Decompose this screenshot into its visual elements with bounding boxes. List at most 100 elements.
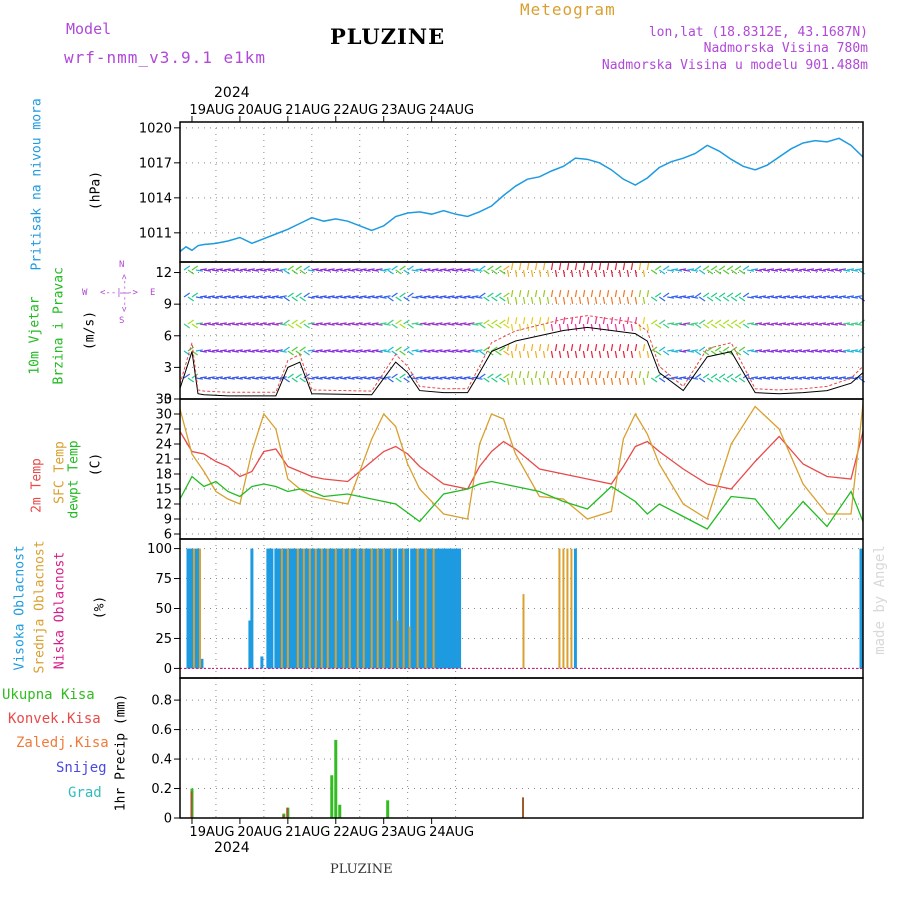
wind-barb: [487, 292, 494, 298]
high-cloud-bar: [312, 548, 316, 669]
wind-barb: [339, 349, 347, 352]
mid-cloud-bar: [286, 548, 289, 669]
wind-barb: [654, 373, 662, 379]
wind-barb: [207, 268, 215, 271]
high-cloud-bar: [200, 658, 204, 669]
wind-barb: [791, 295, 799, 298]
wind-barb: [610, 377, 614, 385]
wind-barb: [742, 292, 750, 298]
wind-barb: [658, 346, 666, 352]
wind-barb: [626, 269, 630, 277]
wind-barb: [343, 295, 351, 298]
wind-barb: [506, 269, 510, 277]
wind-barb: [187, 269, 195, 275]
high-cloud-bar: [386, 548, 390, 669]
temp2m-line: [179, 431, 864, 490]
wind-barb: [810, 377, 819, 380]
wind-barb: [622, 350, 626, 358]
high-cloud-bar: [300, 548, 304, 669]
high-cloud-bar: [420, 548, 424, 669]
high-cloud-bar: [444, 548, 448, 669]
wind-barb: [263, 350, 271, 353]
wind-barb: [582, 350, 586, 358]
wind-barb: [367, 295, 375, 298]
wind-barb: [622, 263, 626, 271]
wind-barb: [395, 296, 402, 302]
wind-barb: [291, 346, 298, 352]
wind-barb: [751, 268, 759, 271]
wind-barb: [271, 268, 279, 271]
wind-barb: [650, 319, 658, 325]
wind-barb: [763, 269, 771, 272]
wind-barb: [187, 346, 195, 352]
wind-barb: [566, 371, 570, 379]
wind-barb: [818, 377, 827, 380]
wind-barb: [830, 295, 839, 298]
mid-cloud-bar: [396, 620, 399, 669]
wind-barb: [810, 296, 819, 299]
high-cloud-bar: [322, 548, 326, 669]
wind-barb: [654, 350, 662, 356]
wind-barb: [283, 346, 290, 352]
wind-barb: [395, 346, 402, 352]
wind-barb: [351, 376, 359, 379]
wind-barb: [614, 290, 618, 298]
high-cloud-bar: [364, 548, 368, 669]
wind-barb: [683, 322, 691, 325]
wind-barb: [283, 319, 290, 325]
wind-barb: [738, 319, 746, 325]
wind-barb: [339, 269, 347, 272]
wind-barb: [183, 323, 191, 329]
wind-barb: [427, 349, 435, 352]
mid-cloud-bar: [192, 548, 195, 669]
high-cloud-bar: [354, 548, 358, 669]
high-cloud-bar: [190, 548, 194, 669]
wind-barb: [495, 323, 502, 329]
wind-barb: [423, 295, 431, 298]
precip-tick-label: 0.8: [151, 694, 172, 709]
wind-barb: [467, 269, 475, 272]
wind-barb: [219, 269, 227, 272]
wind-barb: [475, 296, 483, 299]
wind-barb: [755, 322, 763, 325]
wind-barb: [654, 323, 662, 329]
wind-barb: [818, 322, 827, 325]
wind-barb: [251, 349, 259, 352]
wind-barb: [514, 377, 518, 385]
wind-barb: [263, 268, 271, 271]
wind-barb: [810, 349, 819, 352]
wind-barb: [251, 377, 259, 380]
compass-s: S: [119, 316, 125, 326]
wind-barb: [315, 322, 323, 325]
wind-barb: [566, 263, 570, 271]
wind-barb: [463, 376, 471, 379]
wind-barb: [407, 350, 414, 356]
wind-barb: [291, 269, 298, 275]
mid-cloud-bar: [280, 548, 283, 669]
wind-barb: [299, 377, 306, 383]
high-cloud-bar: [392, 548, 396, 669]
wind-barb: [622, 371, 626, 379]
wind-barb: [255, 376, 263, 379]
wind-barb: [726, 323, 734, 329]
wind-barb: [291, 319, 298, 325]
wind-barb: [311, 376, 319, 379]
wind-barb: [558, 371, 562, 379]
wind-barb: [335, 268, 343, 271]
wind-barb: [763, 377, 771, 380]
wind-barb: [423, 268, 431, 271]
wind-barb: [479, 292, 486, 298]
high-cloud-bar: [456, 548, 460, 669]
wind-barb: [495, 350, 502, 356]
wind-barb: [683, 349, 691, 352]
wind-barb: [383, 350, 391, 353]
wind-barb: [355, 322, 363, 325]
total-precip-bar: [330, 775, 334, 818]
wind-barb: [375, 323, 383, 326]
wind-barb: [675, 296, 683, 299]
wind-barb: [431, 323, 439, 326]
wind-barb: [275, 322, 283, 325]
wind-barb: [403, 377, 410, 383]
high-cloud-bar: [452, 548, 456, 669]
wind-barb: [522, 377, 526, 385]
